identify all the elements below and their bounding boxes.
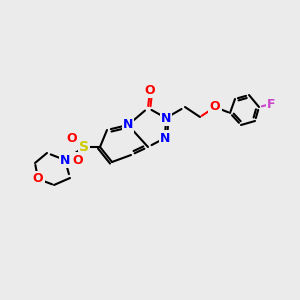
Text: F: F xyxy=(267,98,275,110)
Text: N: N xyxy=(161,112,171,124)
Text: N: N xyxy=(123,118,133,131)
Text: N: N xyxy=(160,131,170,145)
Text: O: O xyxy=(33,172,43,185)
Text: O: O xyxy=(67,131,77,145)
Text: O: O xyxy=(145,83,155,97)
Text: S: S xyxy=(79,140,89,154)
Text: O: O xyxy=(210,100,220,113)
Text: N: N xyxy=(60,154,70,166)
Text: O: O xyxy=(73,154,83,166)
